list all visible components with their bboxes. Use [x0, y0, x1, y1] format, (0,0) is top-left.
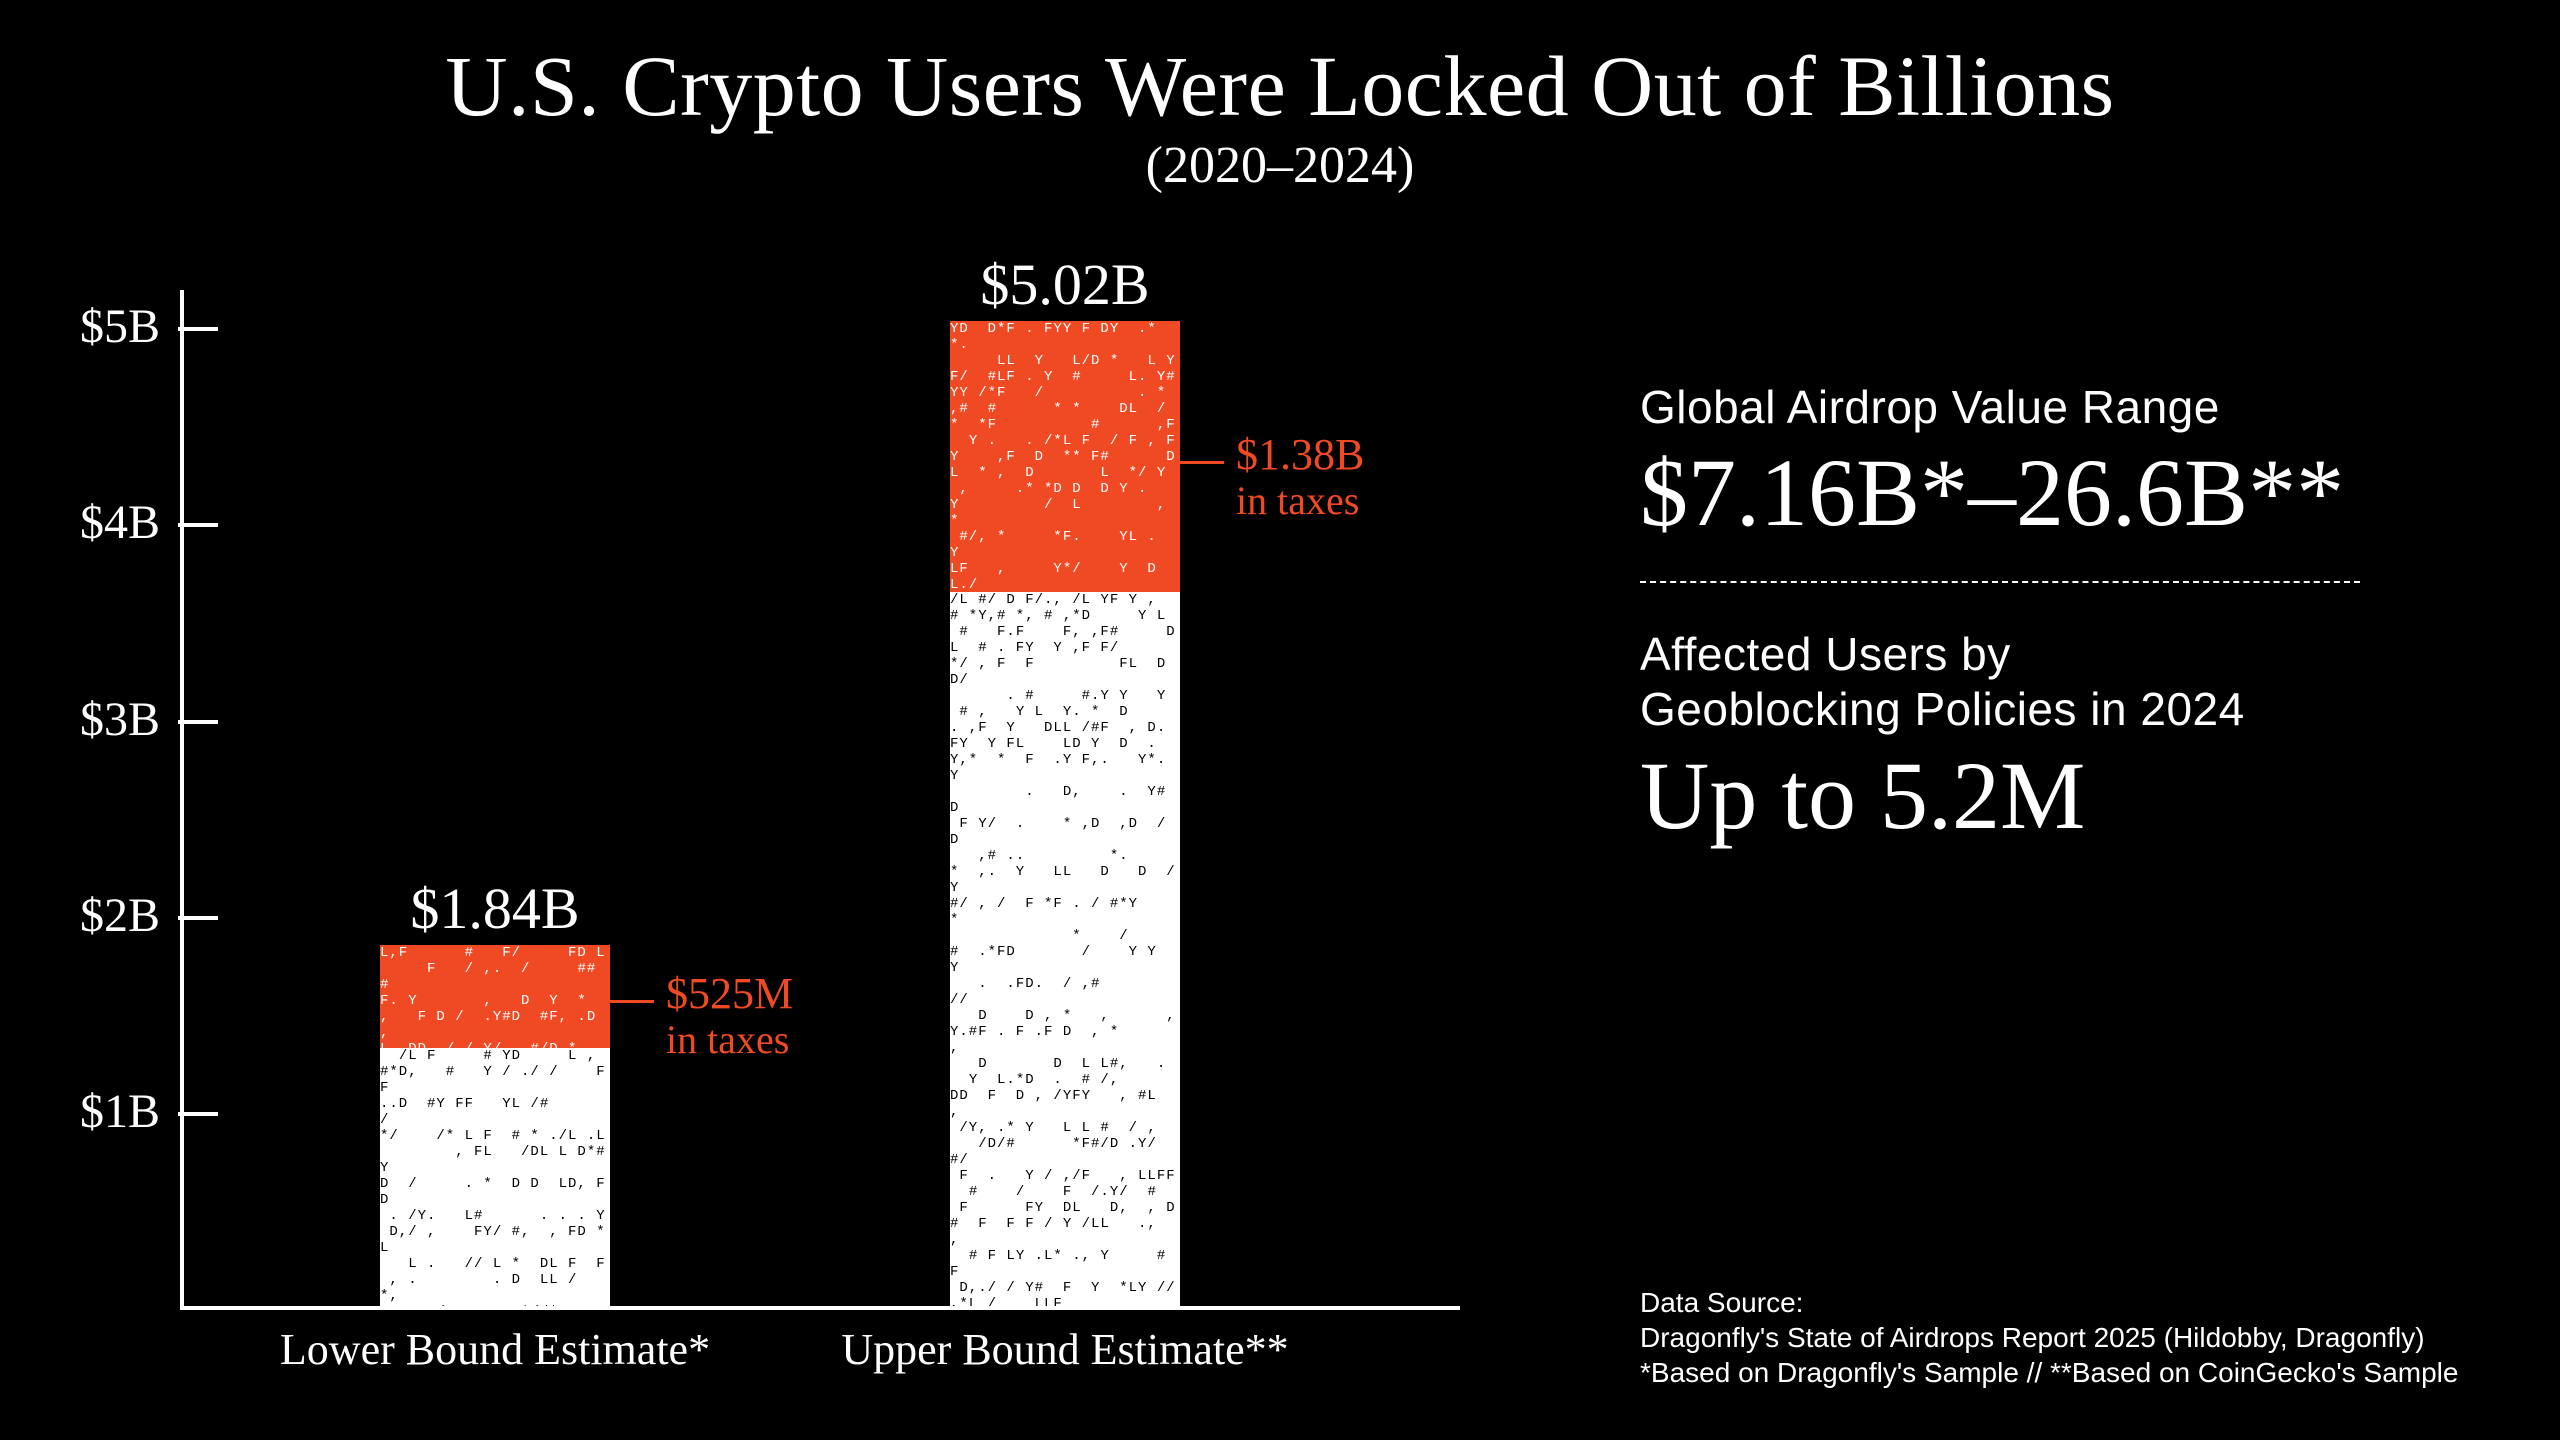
stage: U.S. Crypto Users Were Locked Out of Bil…	[0, 0, 2560, 1440]
bar-segment-base: /L #/ D F/., /L YF Y , # *Y,# *, # ,*D Y…	[950, 592, 1180, 1306]
tax-annotation-caption: in taxes	[666, 1020, 793, 1060]
y-tick	[178, 720, 218, 724]
y-tick-label: $5B	[10, 299, 160, 354]
tax-annotation: $525Min taxes	[666, 972, 793, 1060]
footer-source: Data Source: Dragonfly's State of Airdro…	[1640, 1285, 2520, 1390]
footer-asterisk-note: *Based on Dragonfly's Sample // **Based …	[1640, 1355, 2520, 1390]
plot-area: $1B$2B$3B$4B$5B /L F # YD L , #*D, # Y /…	[180, 290, 1460, 1310]
tax-annotation-amount: $1.38B	[1236, 433, 1364, 477]
y-tick-label: $4B	[10, 495, 160, 550]
bar-segment-base: /L F # YD L , #*D, # Y / ./ / FF ..D #Y …	[380, 1048, 610, 1306]
tax-annotation-amount: $525M	[666, 972, 793, 1016]
date-range-subtitle: (2020–2024)	[0, 136, 2560, 195]
y-tick-label: $3B	[10, 692, 160, 747]
footer-source-text: Dragonfly's State of Airdrops Report 202…	[1640, 1320, 2520, 1355]
main-title: U.S. Crypto Users Were Locked Out of Bil…	[0, 36, 2560, 136]
stat-label: Affected Users byGeoblocking Policies in…	[1640, 627, 2460, 737]
y-tick	[178, 1112, 218, 1116]
tax-annotation-caption: in taxes	[1236, 481, 1364, 521]
chart-bar: /L F # YD L , #*D, # Y / ./ / FF ..D #Y …	[380, 945, 610, 1306]
y-tick-label: $1B	[10, 1084, 160, 1139]
bar-segment-tax: L,F # F/ FD L F / ,. / ## # F. Y , D Y *…	[380, 945, 610, 1048]
side-stats: Global Airdrop Value Range $7.16B*–26.6B…	[1640, 380, 2460, 844]
x-category-label: Lower Bound Estimate*	[280, 1324, 710, 1375]
y-tick	[178, 523, 218, 527]
y-tick	[178, 916, 218, 920]
x-category-label: Upper Bound Estimate**	[841, 1324, 1288, 1375]
footer-source-label: Data Source:	[1640, 1285, 2520, 1320]
tax-annotation-tick	[1180, 461, 1224, 464]
y-axis-line	[180, 290, 184, 1310]
stat-block-0: Global Airdrop Value Range $7.16B*–26.6B…	[1640, 380, 2460, 541]
tax-annotation-tick	[610, 1000, 654, 1003]
stat-block-1: Affected Users byGeoblocking Policies in…	[1640, 627, 2460, 843]
bar-chart: $1B$2B$3B$4B$5B /L F # YD L , #*D, # Y /…	[180, 290, 1460, 1310]
stat-label: Global Airdrop Value Range	[1640, 380, 2460, 435]
chart-bar: /L #/ D F/., /L YF Y , # *Y,# *, # ,*D Y…	[950, 321, 1180, 1306]
y-tick-label: $2B	[10, 888, 160, 943]
x-axis-line	[180, 1306, 1460, 1310]
y-tick	[178, 327, 218, 331]
stat-value: Up to 5.2M	[1640, 748, 2460, 844]
stat-value: $7.16B*–26.6B**	[1640, 445, 2460, 541]
bar-total-label: $1.84B	[410, 875, 579, 942]
bar-total-label: $5.02B	[980, 251, 1149, 318]
bar-segment-tax: YD D*F . FYY F DY .* *. LL Y L/D * L Y F…	[950, 321, 1180, 592]
tax-annotation: $1.38Bin taxes	[1236, 433, 1364, 521]
stats-divider	[1640, 581, 2360, 583]
